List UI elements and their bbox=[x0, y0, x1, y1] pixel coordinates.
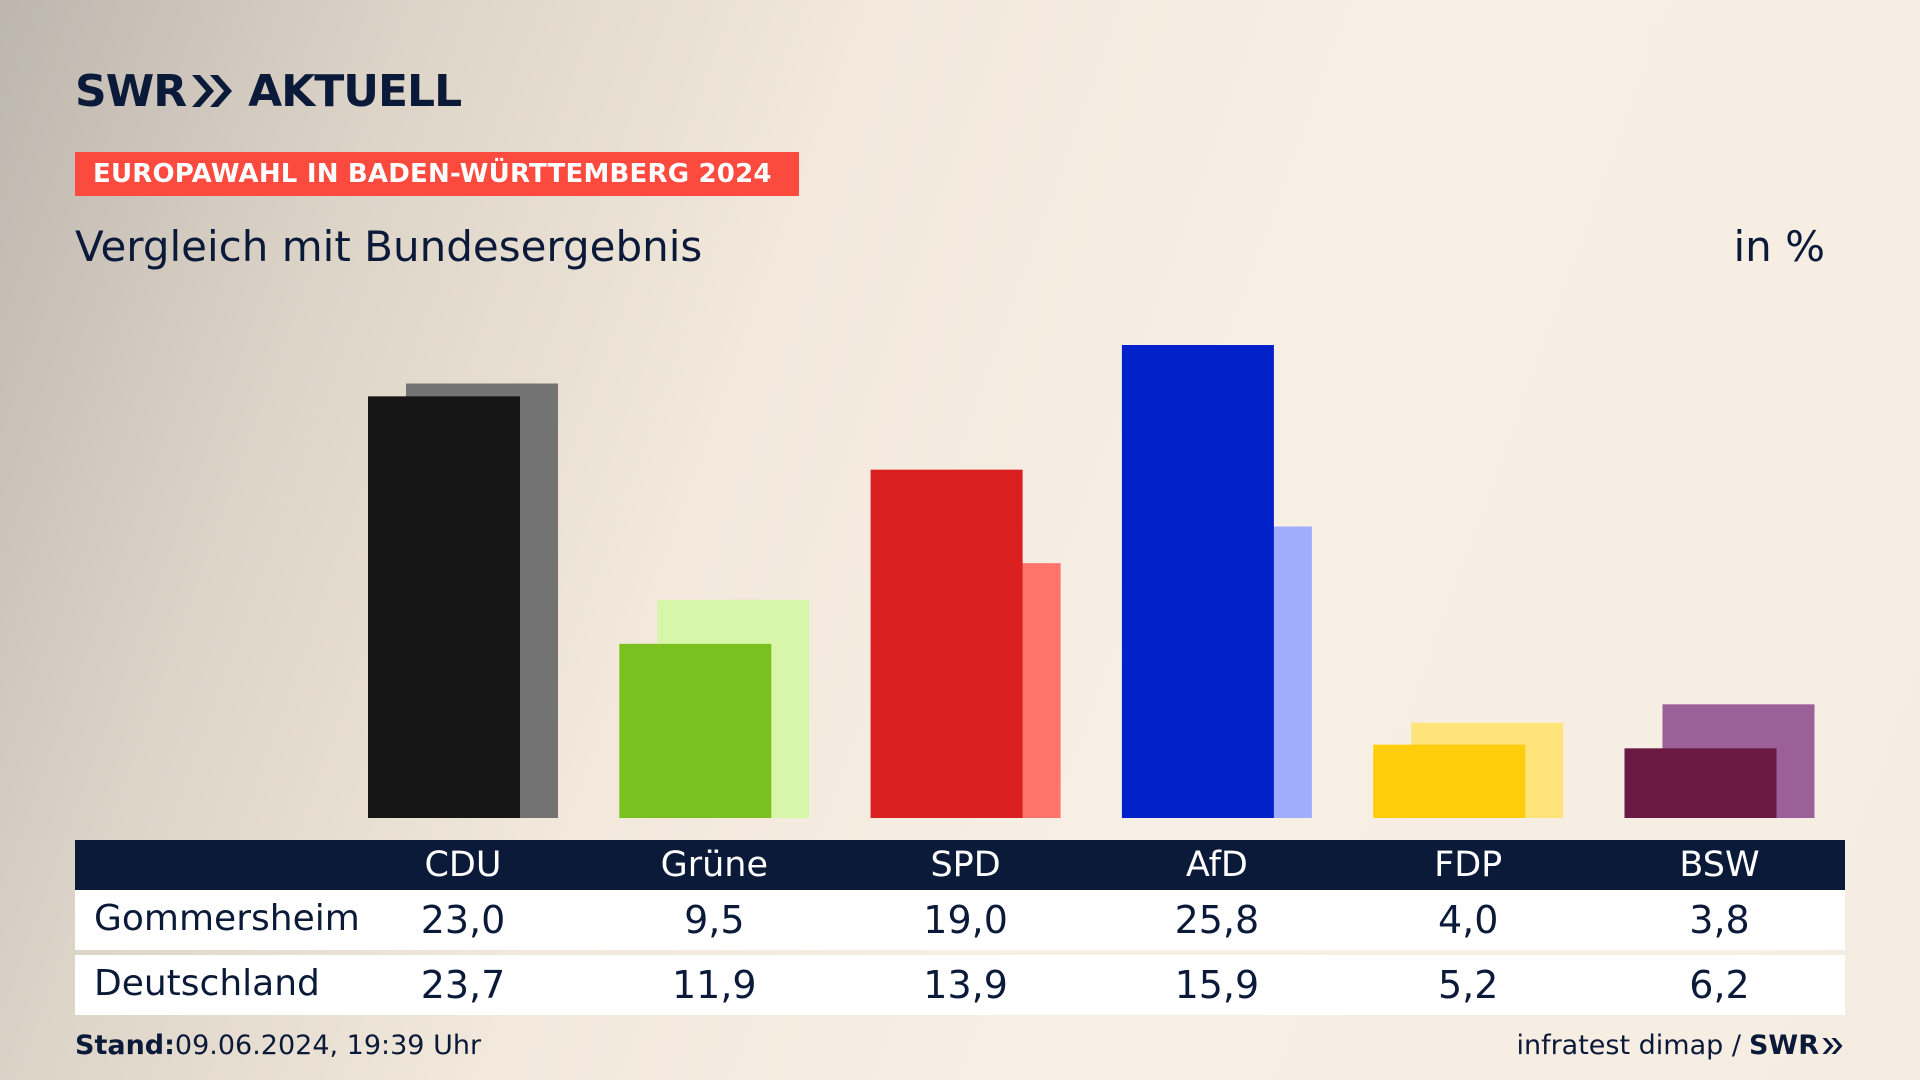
source-text: infratest dimap / bbox=[1516, 1030, 1741, 1061]
timestamp: Stand:09.06.2024, 19:39 Uhr bbox=[75, 1030, 481, 1061]
tick-label: SPD bbox=[930, 845, 1001, 885]
swr-aktuell-logo: SWR AKTUELL bbox=[75, 65, 462, 117]
source-credit: infratest dimap / SWR bbox=[1516, 1030, 1845, 1061]
data-label: 25,8 bbox=[1174, 898, 1260, 942]
logo-swr-text: SWR bbox=[75, 65, 187, 117]
data-label: 23,7 bbox=[420, 963, 506, 1007]
stand-value: 09.06.2024, 19:39 Uhr bbox=[174, 1030, 482, 1061]
data-label: 4,0 bbox=[1437, 898, 1499, 942]
stand-label: Stand: bbox=[75, 1030, 175, 1061]
table-row-deutschland: Deutschland 23,7 11,9 13,9 15,9 5,2 6,2 bbox=[75, 955, 1845, 1015]
tick-label: AfD bbox=[1185, 845, 1248, 885]
data-label: 9,5 bbox=[684, 898, 745, 942]
election-banner: EUROPAWAHL IN BADEN-WÜRTTEMBERG 2024 bbox=[75, 152, 799, 196]
table-row-gommersheim: Gommersheim 23,0 9,5 19,0 25,8 4,0 3,8 bbox=[75, 890, 1845, 950]
double-chevron-icon bbox=[192, 75, 233, 107]
bar-gommersheim-fdp bbox=[1373, 744, 1526, 818]
unit-label: in % bbox=[1733, 222, 1825, 271]
swr-small-text: SWR bbox=[1748, 1030, 1819, 1061]
tick-label: FDP bbox=[1434, 845, 1503, 885]
bar-gommersheim-gruene bbox=[619, 643, 772, 818]
bar-chart bbox=[368, 345, 1815, 818]
logo-aktuell-text: AKTUELL bbox=[248, 65, 462, 117]
data-label: 15,9 bbox=[1174, 963, 1260, 1007]
data-label: 11,9 bbox=[671, 963, 757, 1007]
results-table: CDU Grüne SPD AfD FDP BSW Gommersheim 23,0 9,5… bbox=[75, 840, 1845, 1015]
swr-small-logo: SWR bbox=[1749, 1030, 1845, 1061]
table-header: CDU Grüne SPD AfD FDP BSW bbox=[75, 840, 1845, 890]
tick-label: Grüne bbox=[660, 845, 768, 885]
banner-text: EUROPAWAHL IN BADEN-WÜRTTEMBERG 2024 bbox=[93, 159, 772, 189]
bar-gommersheim-afd bbox=[1121, 345, 1274, 818]
bar-gommersheim-cdu bbox=[368, 396, 520, 818]
data-label: 23,0 bbox=[420, 898, 506, 942]
tick-label: CDU bbox=[424, 845, 502, 885]
data-label: 5,2 bbox=[1437, 963, 1499, 1007]
tick-label: BSW bbox=[1679, 845, 1760, 885]
bar-gommersheim-bsw bbox=[1624, 748, 1777, 818]
bar-gommersheim-spd bbox=[870, 469, 1023, 818]
data-label: 3,8 bbox=[1689, 898, 1750, 942]
data-label: 19,0 bbox=[923, 898, 1008, 942]
data-label: 13,9 bbox=[923, 963, 1008, 1007]
data-label: 6,2 bbox=[1689, 963, 1750, 1007]
row-label: Deutschland bbox=[94, 963, 320, 1004]
double-chevron-icon bbox=[1822, 1037, 1843, 1054]
row-label: Gommersheim bbox=[94, 898, 360, 939]
chart-subtitle: Vergleich mit Bundesergebnis bbox=[75, 222, 703, 271]
